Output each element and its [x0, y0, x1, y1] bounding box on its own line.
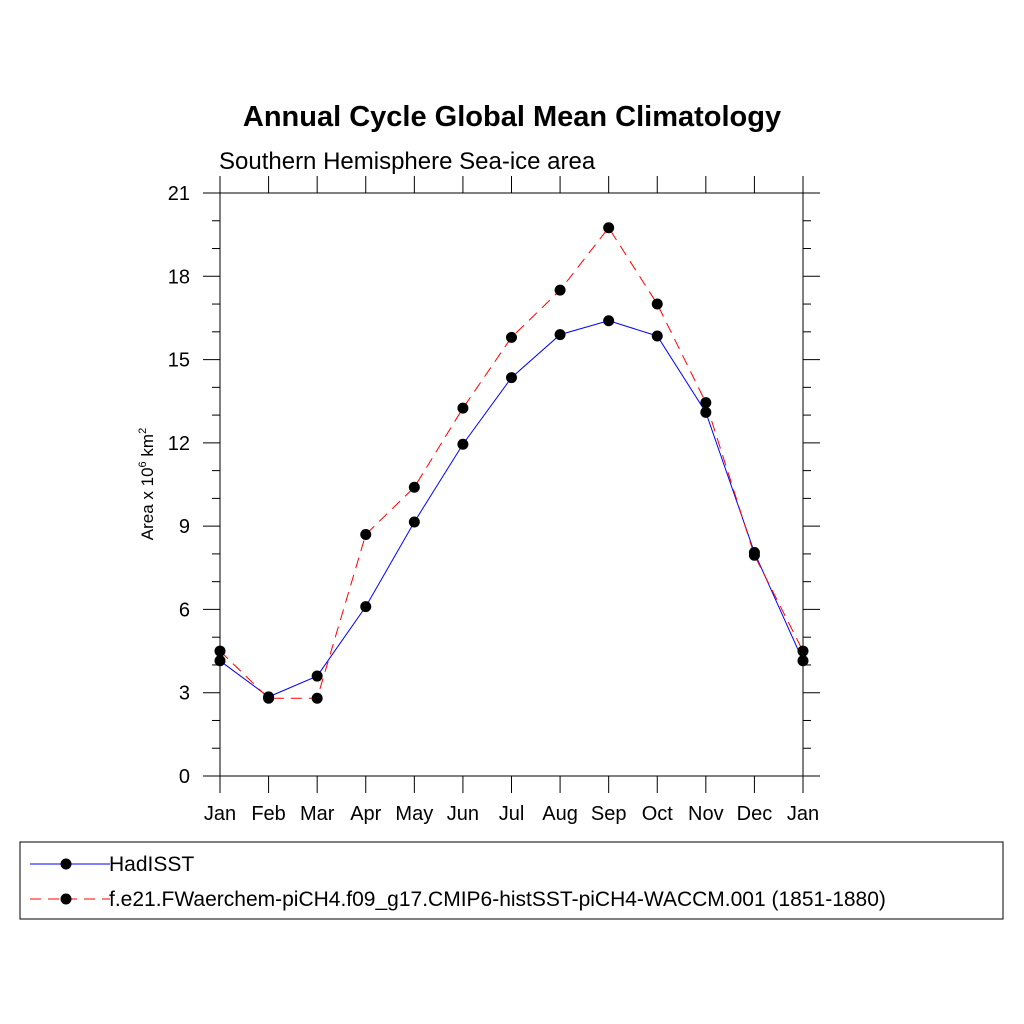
- series-1-point: [360, 601, 372, 613]
- legend-marker-1: [60, 858, 72, 870]
- x-tick-label: Nov: [688, 803, 724, 825]
- series-2-point: [700, 397, 712, 409]
- series-2-point: [651, 298, 663, 310]
- x-tick-label: Mar: [300, 803, 335, 825]
- x-tick-label: May: [395, 803, 433, 825]
- series-2-point: [554, 284, 566, 296]
- y-tick-label: 3: [179, 683, 190, 705]
- series-2-point: [311, 692, 323, 704]
- y-tick-label: 9: [179, 516, 190, 538]
- x-tick-label: Jul: [499, 803, 525, 825]
- y-tick-label: 15: [168, 350, 190, 372]
- x-tick-label: Sep: [591, 803, 627, 825]
- y-tick-label: 0: [179, 766, 190, 788]
- x-tick-label: Jan: [787, 803, 819, 825]
- chart-subtitle: Southern Hemisphere Sea-ice area: [219, 148, 596, 175]
- y-tick-label: 18: [168, 266, 190, 288]
- series-1-point: [457, 438, 469, 450]
- series-2-point: [360, 528, 372, 540]
- legend-label-1: HadISST: [109, 853, 194, 876]
- x-tick-label: Apr: [350, 803, 381, 825]
- plot-area: 0 3 6 9 12 15 18 21 Jan Feb Mar Apr May Jun Jul Aug Sep O…: [168, 176, 820, 825]
- series-1-point: [311, 670, 323, 682]
- series-1-point: [797, 655, 809, 667]
- series-1-point: [651, 330, 663, 342]
- y-tick-label: 12: [168, 433, 190, 455]
- series-line-2: [219, 226, 804, 699]
- legend-marker-2: [60, 893, 72, 905]
- y-axis-label: Area x 106 km2: [137, 428, 157, 540]
- chart-title: Annual Cycle Global Mean Climatology: [243, 101, 781, 133]
- x-tick-label: Aug: [542, 803, 578, 825]
- y-tick-label: 21: [168, 183, 190, 205]
- series-2-point: [263, 692, 275, 704]
- legend-label-2: f.e21.FWaerchem-piCH4.f09_g17.CMIP6-hist…: [109, 888, 886, 911]
- series-2-point: [408, 481, 420, 493]
- y-tick-label: 6: [179, 599, 190, 621]
- series-1-point: [408, 516, 420, 528]
- legend: HadISST f.e21.FWaerchem-piCH4.f09_g17.CMI…: [19, 841, 1004, 920]
- series-1-point: [554, 329, 566, 341]
- series-1-point: [700, 406, 712, 418]
- x-tick-label: Jun: [447, 803, 479, 825]
- plot-frame: [219, 192, 804, 777]
- series-2-point: [457, 402, 469, 414]
- x-tick-label: Dec: [737, 803, 773, 825]
- series-1-point: [506, 372, 517, 384]
- series-1-point: [214, 655, 226, 667]
- series-2-point: [748, 549, 760, 561]
- x-tick-label: Feb: [251, 803, 285, 825]
- series-2-point: [797, 645, 809, 657]
- series-2-point: [214, 645, 226, 657]
- series-1-point: [603, 315, 615, 327]
- legend-box: [19, 841, 1004, 920]
- series-2-point: [603, 222, 615, 234]
- x-tick-label: Oct: [642, 803, 674, 825]
- series-2-point: [506, 331, 517, 343]
- x-tick-label: Jan: [204, 803, 236, 825]
